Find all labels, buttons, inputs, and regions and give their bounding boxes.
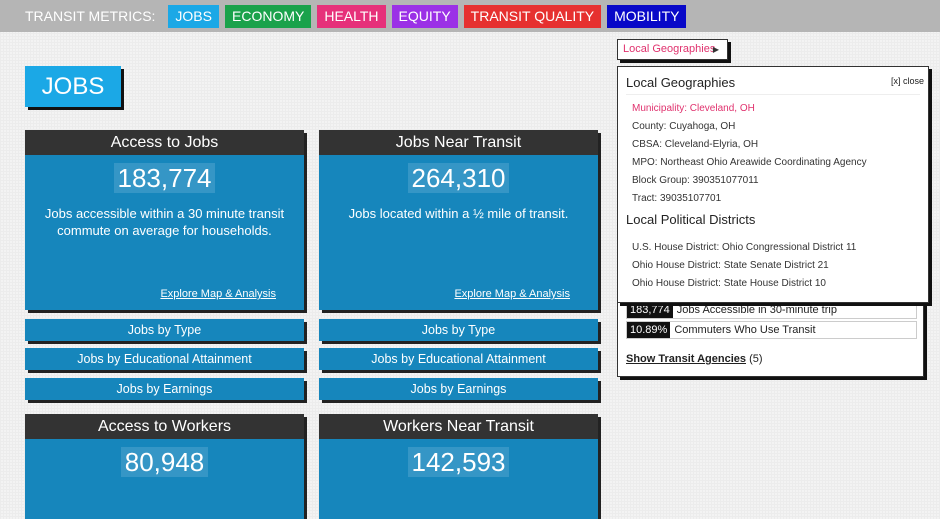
districts-title: Local Political Districts [626,212,756,227]
card-value: 183,774 [113,163,216,193]
explore-map-link[interactable]: Explore Map & Analysis [160,288,276,300]
explore-map-link[interactable]: Explore Map & Analysis [454,288,570,300]
stat-row: 10.89% Commuters Who Use Transit [626,321,917,339]
geo-mpo[interactable]: MPO: Northeast Ohio Areawide Coordinatin… [632,157,867,168]
tab-jobs[interactable]: JOBS [168,4,219,28]
card-title: Access to Workers [25,414,304,439]
jobs-by-type-button[interactable]: Jobs by Type [319,319,598,341]
show-transit-agencies-link[interactable]: Show Transit Agencies [626,353,747,365]
card-value: 264,310 [407,163,510,193]
tab-economy[interactable]: ECONOMY [225,4,312,28]
card-description: Jobs located within a ½ mile of transit. [348,206,569,221]
jobs-by-type-button[interactable]: Jobs by Type [25,319,304,341]
geo-block-group[interactable]: Block Group: 390351077011 [632,175,759,186]
jobs-by-education-button[interactable]: Jobs by Educational Attainment [25,348,304,370]
caret-right-icon: ▶ [712,45,719,54]
card-workers-near-transit: Workers Near Transit 142,593 [319,414,598,519]
agencies-count: (5) [749,353,763,365]
card-value: 142,593 [407,447,510,477]
district-us-house[interactable]: U.S. House District: Ohio Congressional … [632,242,857,253]
tab-transit-quality[interactable]: TRANSIT QUALITY [463,4,602,28]
jobs-by-earnings-button[interactable]: Jobs by Earnings [25,378,304,400]
card-title: Jobs Near Transit [319,130,598,155]
geo-municipality[interactable]: Municipality: Cleveland, OH [632,103,755,114]
tab-mobility[interactable]: MOBILITY [607,4,687,28]
stat-value: 10.89% [627,322,671,338]
geo-cbsa[interactable]: CBSA: Cleveland-Elyria, OH [632,139,759,150]
jobs-by-education-button[interactable]: Jobs by Educational Attainment [319,348,598,370]
card-value: 80,948 [120,447,209,477]
page-title: JOBS [25,66,121,107]
card-access-to-workers: Access to Workers 80,948 [25,414,304,519]
stat-value: 183,774 [627,302,673,318]
district-state-senate[interactable]: Ohio House District: State Senate Distri… [632,260,829,271]
district-state-house[interactable]: Ohio House District: State House Distric… [632,278,826,289]
card-description: Jobs accessible within a 30 minute trans… [44,206,285,238]
geo-tract[interactable]: Tract: 39035107701 [632,193,722,204]
card-jobs-near-transit: Jobs Near Transit 264,310 Jobs located w… [319,130,598,310]
geo-county[interactable]: County: Cuyahoga, OH [632,121,736,132]
card-title: Access to Jobs [25,130,304,155]
tab-health[interactable]: HEALTH [317,4,386,28]
local-geographies-label: Local Geographies [623,43,716,55]
tab-equity[interactable]: EQUITY [391,4,458,28]
stat-row: 183,774 Jobs Accessible in 30-minute trip [626,301,917,319]
local-geographies-popover: Local Geographies [x] close Municipality… [617,66,929,303]
transit-metrics-label: TRANSIT METRICS: [25,8,156,24]
local-geographies-button[interactable]: Local Geographies ▶ [617,39,728,60]
card-access-to-jobs: Access to Jobs 183,774 Jobs accessible w… [25,130,304,310]
jobs-by-earnings-button[interactable]: Jobs by Earnings [319,378,598,400]
close-button[interactable]: [x] close [890,76,924,86]
popover-title: Local Geographies [626,75,920,95]
stat-label: Commuters Who Use Transit [674,324,816,336]
card-title: Workers Near Transit [319,414,598,439]
transit-metrics-bar: TRANSIT METRICS: JOBS ECONOMY HEALTH EQU… [0,0,940,32]
stat-label: Jobs Accessible in 30-minute trip [676,304,837,316]
